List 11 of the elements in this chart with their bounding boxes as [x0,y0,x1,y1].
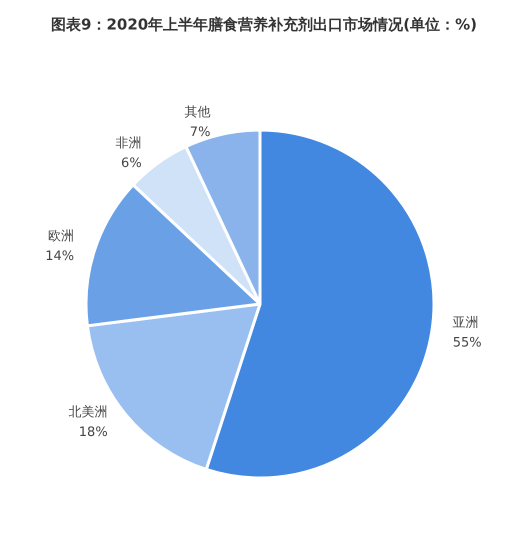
slice-label: 非洲 [116,136,142,152]
data-label: 7% [190,124,210,140]
data-label: 18% [78,425,108,440]
chart-title: 图表9：2020年上半年膳食营养补充剂出口市场情况(单位：%) [51,16,477,34]
data-label: 6% [121,156,142,172]
slice-label: 亚洲 [452,316,479,331]
slice-label: 北美洲 [68,404,108,420]
slice-label: 其他 [184,104,210,120]
data-label: 55% [452,336,482,351]
data-label: 14% [45,249,74,264]
slice-label: 欧洲 [48,229,74,244]
